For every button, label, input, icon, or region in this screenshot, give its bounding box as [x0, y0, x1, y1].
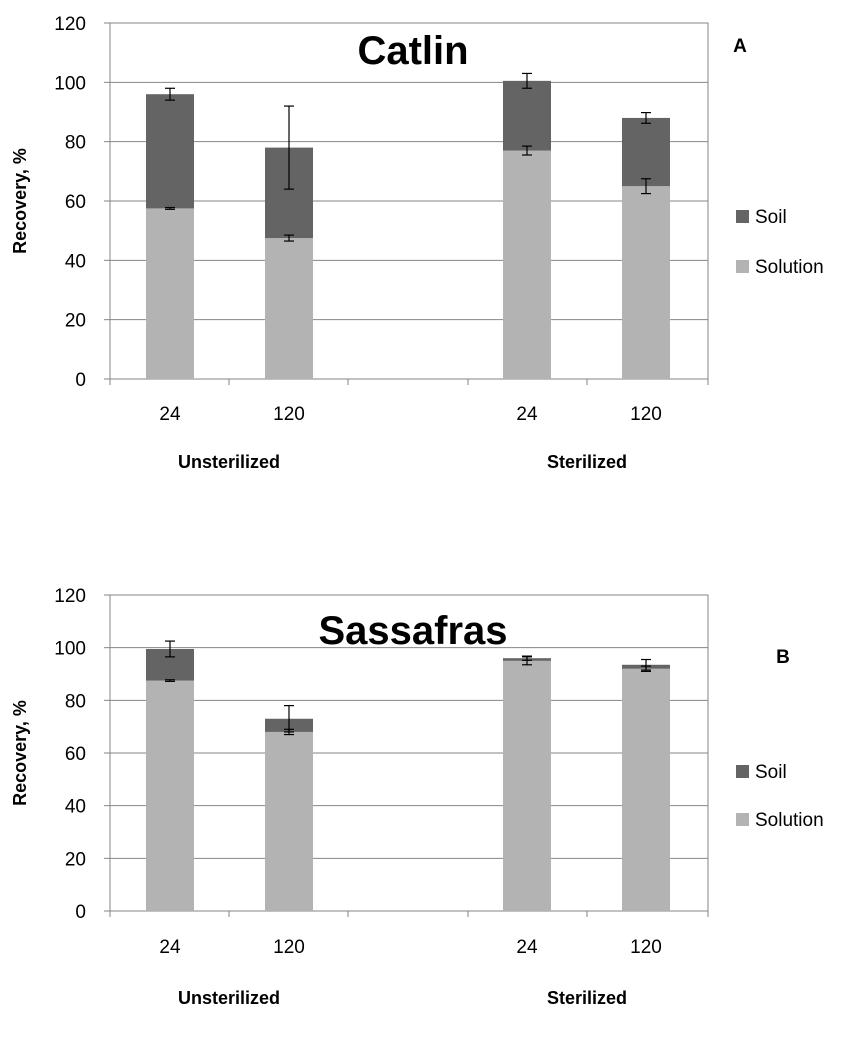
y-tick-label: 40 [65, 251, 86, 272]
y-tick-label: 40 [65, 797, 86, 818]
legend-label: Soil [755, 762, 787, 783]
bar-soil [503, 80, 551, 151]
y-axis-label: Recovery, % [10, 148, 30, 254]
x-tick-label: 120 [273, 404, 305, 425]
legend-label: Solution [755, 257, 824, 278]
y-tick-label: 0 [75, 370, 86, 391]
bar-solution [503, 660, 551, 911]
y-tick-label: 60 [65, 192, 86, 213]
group-label: Unsterilized [178, 988, 280, 1008]
y-tick-label: 0 [75, 902, 86, 923]
bar-solution [265, 238, 313, 379]
bar-solution [622, 668, 670, 911]
y-tick-label: 80 [65, 133, 86, 154]
bar-soil [622, 117, 670, 187]
chart-panel-a: 0 20 40 60 80 100 120 24 120 24 120 Unsterilized Ste… [10, 14, 824, 472]
group-label: Sterilized [547, 988, 627, 1008]
legend-swatch-soil [736, 765, 749, 778]
y-axis-label: Recovery, % [10, 700, 30, 806]
x-tick-label: 120 [630, 937, 662, 958]
bar-solution [503, 150, 551, 379]
panel-label: A [733, 36, 747, 57]
legend-swatch-soil [736, 210, 749, 223]
legend-swatch-solution [736, 260, 749, 273]
x-tick-label: 120 [630, 404, 662, 425]
x-tick-label: 24 [159, 937, 181, 958]
x-tick-label: 24 [516, 937, 538, 958]
legend-label: Solution [755, 810, 824, 831]
bar-solution [146, 680, 194, 911]
y-tick-label: 80 [65, 691, 86, 712]
legend-swatch-solution [736, 813, 749, 826]
chart-panel-b: 0 20 40 60 80 100 120 24 120 24 120 Unsterilized Ste… [10, 586, 824, 1008]
chart-title: Sassafras [318, 609, 507, 653]
y-tick-label: 100 [54, 639, 86, 660]
x-tick-label: 24 [516, 404, 538, 425]
y-tick-label: 100 [54, 73, 86, 94]
x-tick-label: 120 [273, 937, 305, 958]
bar-solution [622, 186, 670, 379]
y-tick-label: 20 [65, 311, 86, 332]
bar-soil [146, 94, 194, 209]
group-label: Sterilized [547, 452, 627, 472]
y-tick-label: 120 [54, 586, 86, 607]
x-tick-label: 24 [159, 404, 181, 425]
legend-label: Soil [755, 207, 787, 228]
y-tick-label: 60 [65, 744, 86, 765]
bar-solution [146, 208, 194, 379]
group-label: Unsterilized [178, 452, 280, 472]
bar-solution [265, 731, 313, 911]
chart-title: Catlin [357, 29, 468, 73]
y-tick-label: 120 [54, 14, 86, 35]
panel-label: B [776, 647, 790, 668]
y-tick-label: 20 [65, 849, 86, 870]
